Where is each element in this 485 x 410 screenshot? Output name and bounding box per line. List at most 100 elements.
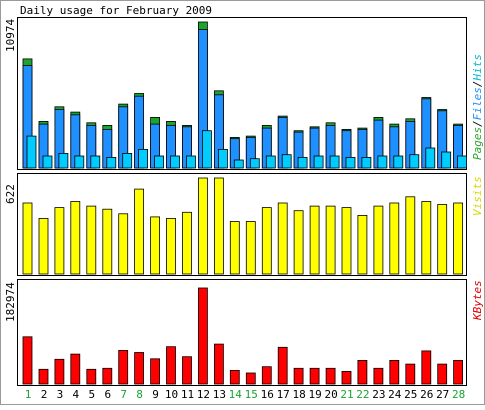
chart-title: Daily usage for February 2009 bbox=[20, 4, 212, 17]
x-tick-label-day-3: 3 bbox=[57, 388, 64, 401]
bar-kbytes-day-14 bbox=[229, 369, 240, 385]
bar-kbytes-day-17 bbox=[277, 346, 288, 385]
bar-kbytes-day-22 bbox=[357, 359, 368, 385]
bar-visits-day-3 bbox=[54, 207, 65, 275]
bar-kbytes-day-11 bbox=[182, 356, 192, 385]
bar-kbytes-day-24 bbox=[389, 359, 400, 385]
bar-pages-day-7 bbox=[122, 152, 133, 169]
bar-kbytes-day-9 bbox=[150, 358, 161, 385]
x-tick-label-day-4: 4 bbox=[72, 388, 79, 401]
bar-kbytes-day-21 bbox=[341, 370, 352, 385]
bar-kbytes-day-6 bbox=[102, 367, 113, 385]
bar-pages-day-9 bbox=[154, 155, 165, 169]
bar-kbytes-day-15 bbox=[245, 372, 256, 385]
bar-pages-day-11 bbox=[186, 155, 196, 169]
x-tick-label-day-27: 27 bbox=[436, 388, 449, 401]
x-tick-label-day-15: 15 bbox=[245, 388, 258, 401]
visits-series-legend: Visits bbox=[471, 176, 484, 216]
bar-kbytes-day-10 bbox=[166, 346, 176, 385]
x-tick-label-day-5: 5 bbox=[88, 388, 95, 401]
x-tick-label-day-12: 12 bbox=[197, 388, 210, 401]
x-tick-label-day-17: 17 bbox=[277, 388, 290, 401]
x-tick-label-day-21: 21 bbox=[340, 388, 353, 401]
bar-visits-day-14 bbox=[229, 221, 240, 275]
x-tick-label-day-1: 1 bbox=[25, 388, 32, 401]
bar-pages-day-24 bbox=[393, 155, 404, 169]
bar-visits-day-6 bbox=[102, 208, 113, 275]
bar-visits-day-26 bbox=[421, 201, 432, 275]
bar-pages-day-8 bbox=[138, 148, 149, 169]
x-tick-label-day-9: 9 bbox=[152, 388, 159, 401]
bar-kbytes-day-4 bbox=[70, 353, 81, 385]
bar-visits-day-22 bbox=[357, 214, 368, 275]
bar-kbytes-day-28 bbox=[453, 359, 464, 385]
bar-pages-day-20 bbox=[329, 155, 340, 169]
bar-pages-day-15 bbox=[249, 158, 260, 169]
bar-kbytes-day-16 bbox=[261, 366, 272, 385]
hits-series-legend: Pages/Files/Hits bbox=[471, 54, 484, 160]
bar-pages-day-5 bbox=[90, 155, 101, 169]
x-tick-label-day-7: 7 bbox=[120, 388, 127, 401]
bar-visits-day-27 bbox=[437, 204, 448, 275]
hits-legend-part: Files bbox=[471, 87, 484, 120]
bar-visits-day-19 bbox=[309, 205, 320, 275]
bar-kbytes-day-18 bbox=[293, 367, 304, 385]
bar-visits-day-12 bbox=[197, 177, 208, 275]
bar-kbytes-day-20 bbox=[325, 367, 336, 385]
bar-visits-day-17 bbox=[277, 202, 288, 275]
kbytes-series-legend: KBytes bbox=[471, 280, 484, 321]
bars-layer bbox=[22, 21, 468, 385]
x-tick-label-day-13: 13 bbox=[213, 388, 226, 401]
x-tick-label-day-25: 25 bbox=[404, 388, 417, 401]
bar-visits-day-20 bbox=[325, 205, 336, 275]
bar-pages-day-13 bbox=[217, 148, 228, 169]
bar-pages-day-12 bbox=[201, 130, 212, 169]
bar-visits-day-13 bbox=[213, 177, 224, 275]
x-tick-label-day-28: 28 bbox=[452, 388, 465, 401]
bar-visits-day-21 bbox=[341, 207, 352, 275]
bar-pages-day-3 bbox=[58, 152, 69, 169]
bar-pages-day-23 bbox=[377, 155, 388, 169]
hits-legend-part: / bbox=[471, 81, 484, 88]
bar-visits-day-25 bbox=[405, 196, 416, 275]
bar-visits-day-8 bbox=[134, 188, 145, 275]
bar-visits-day-23 bbox=[373, 205, 384, 275]
bar-pages-day-21 bbox=[345, 156, 356, 169]
bar-kbytes-day-12 bbox=[197, 287, 208, 385]
bar-pages-day-6 bbox=[106, 156, 117, 169]
x-tick-label-day-22: 22 bbox=[356, 388, 369, 401]
bar-visits-day-24 bbox=[389, 202, 400, 275]
bar-pages-day-19 bbox=[313, 155, 324, 169]
bar-pages-day-14 bbox=[233, 159, 244, 169]
x-tick-label-day-20: 20 bbox=[324, 388, 337, 401]
x-tick-label-day-11: 11 bbox=[181, 388, 194, 401]
bar-visits-day-9 bbox=[150, 216, 161, 275]
bar-pages-day-25 bbox=[409, 154, 420, 169]
bar-visits-day-4 bbox=[70, 201, 81, 275]
bar-kbytes-day-25 bbox=[405, 363, 416, 385]
bar-pages-day-26 bbox=[425, 147, 436, 169]
x-tick-label-day-8: 8 bbox=[136, 388, 143, 401]
x-tick-label-day-14: 14 bbox=[229, 388, 243, 401]
visits-max-label: 622 bbox=[4, 184, 17, 204]
bar-kbytes-day-5 bbox=[86, 368, 97, 385]
kbytes-max-label: 182974 bbox=[4, 282, 17, 322]
bar-visits-day-2 bbox=[38, 217, 49, 275]
x-tick-label-day-16: 16 bbox=[261, 388, 274, 401]
bar-kbytes-day-27 bbox=[437, 363, 448, 385]
bar-pages-day-18 bbox=[297, 156, 308, 169]
bar-kbytes-day-23 bbox=[373, 367, 384, 385]
x-tick-label-day-2: 2 bbox=[41, 388, 48, 401]
bar-pages-day-27 bbox=[441, 151, 452, 169]
bar-kbytes-day-2 bbox=[38, 368, 49, 385]
x-tick-label-day-24: 24 bbox=[388, 388, 402, 401]
bar-visits-day-28 bbox=[453, 202, 464, 275]
bar-pages-day-16 bbox=[265, 155, 276, 169]
bar-pages-day-17 bbox=[281, 154, 292, 169]
hits-legend-part: Pages bbox=[471, 127, 484, 160]
bar-pages-day-28 bbox=[457, 155, 468, 169]
bar-visits-day-11 bbox=[182, 211, 192, 275]
bar-kbytes-day-3 bbox=[54, 358, 65, 385]
